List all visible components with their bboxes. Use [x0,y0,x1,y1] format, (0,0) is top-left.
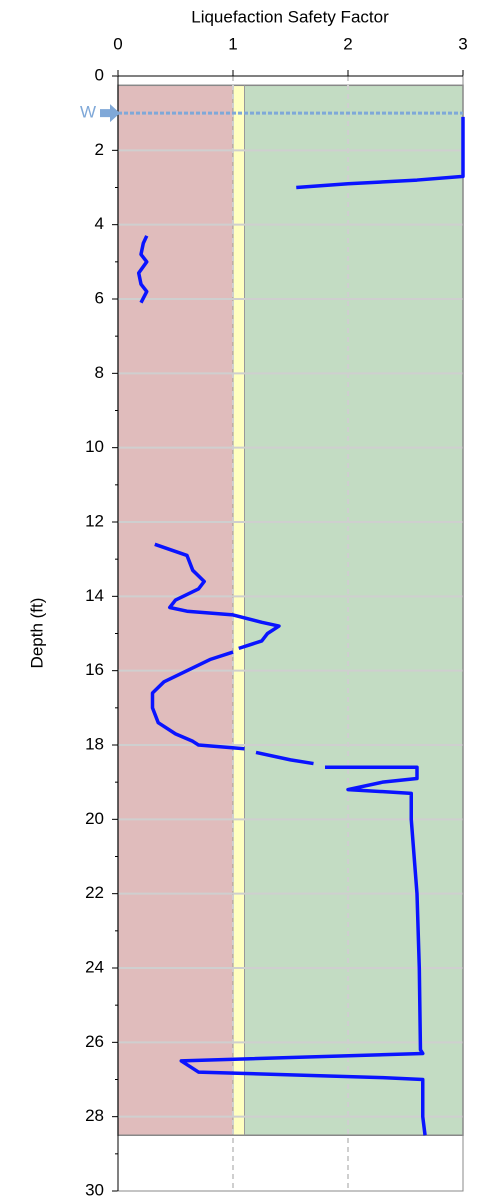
safety-zone [233,85,245,1136]
safety-factor-line [150,650,245,751]
y-tick-label: 6 [95,288,104,307]
safety-factor-line [136,235,149,304]
y-axis-label: Depth (ft) [27,598,46,669]
y-tick-label: 28 [85,1106,104,1125]
y-tick-label: 30 [85,1180,104,1199]
safety-factor-line [255,750,314,766]
y-tick-label: 0 [95,65,104,84]
y-tick-label: 14 [85,586,104,605]
x-tick-label: 1 [228,34,237,53]
y-tick-label: 26 [85,1032,104,1051]
y-tick-label: 24 [85,957,104,976]
water-label: W [80,103,96,122]
y-tick-label: 2 [95,140,104,159]
x-tick-label: 2 [343,34,352,53]
y-tick-label: 16 [85,660,104,679]
x-tick-label: 0 [113,34,122,53]
y-tick-label: 20 [85,809,104,828]
y-tick-label: 8 [95,363,104,382]
y-tick-label: 4 [95,214,104,233]
safety-factor-line [154,542,281,651]
safety-factor-line [296,116,465,190]
safety-zone [244,85,463,1136]
x-tick-label: 3 [458,34,467,53]
y-tick-label: 10 [85,437,104,456]
water-arrow [100,104,120,123]
chart-title: Liquefaction Safety Factor [191,7,389,26]
y-tick-label: 22 [85,883,104,902]
y-tick-label: 12 [85,511,104,530]
safety-factor-line [179,765,427,1136]
y-tick-label: 18 [85,734,104,753]
